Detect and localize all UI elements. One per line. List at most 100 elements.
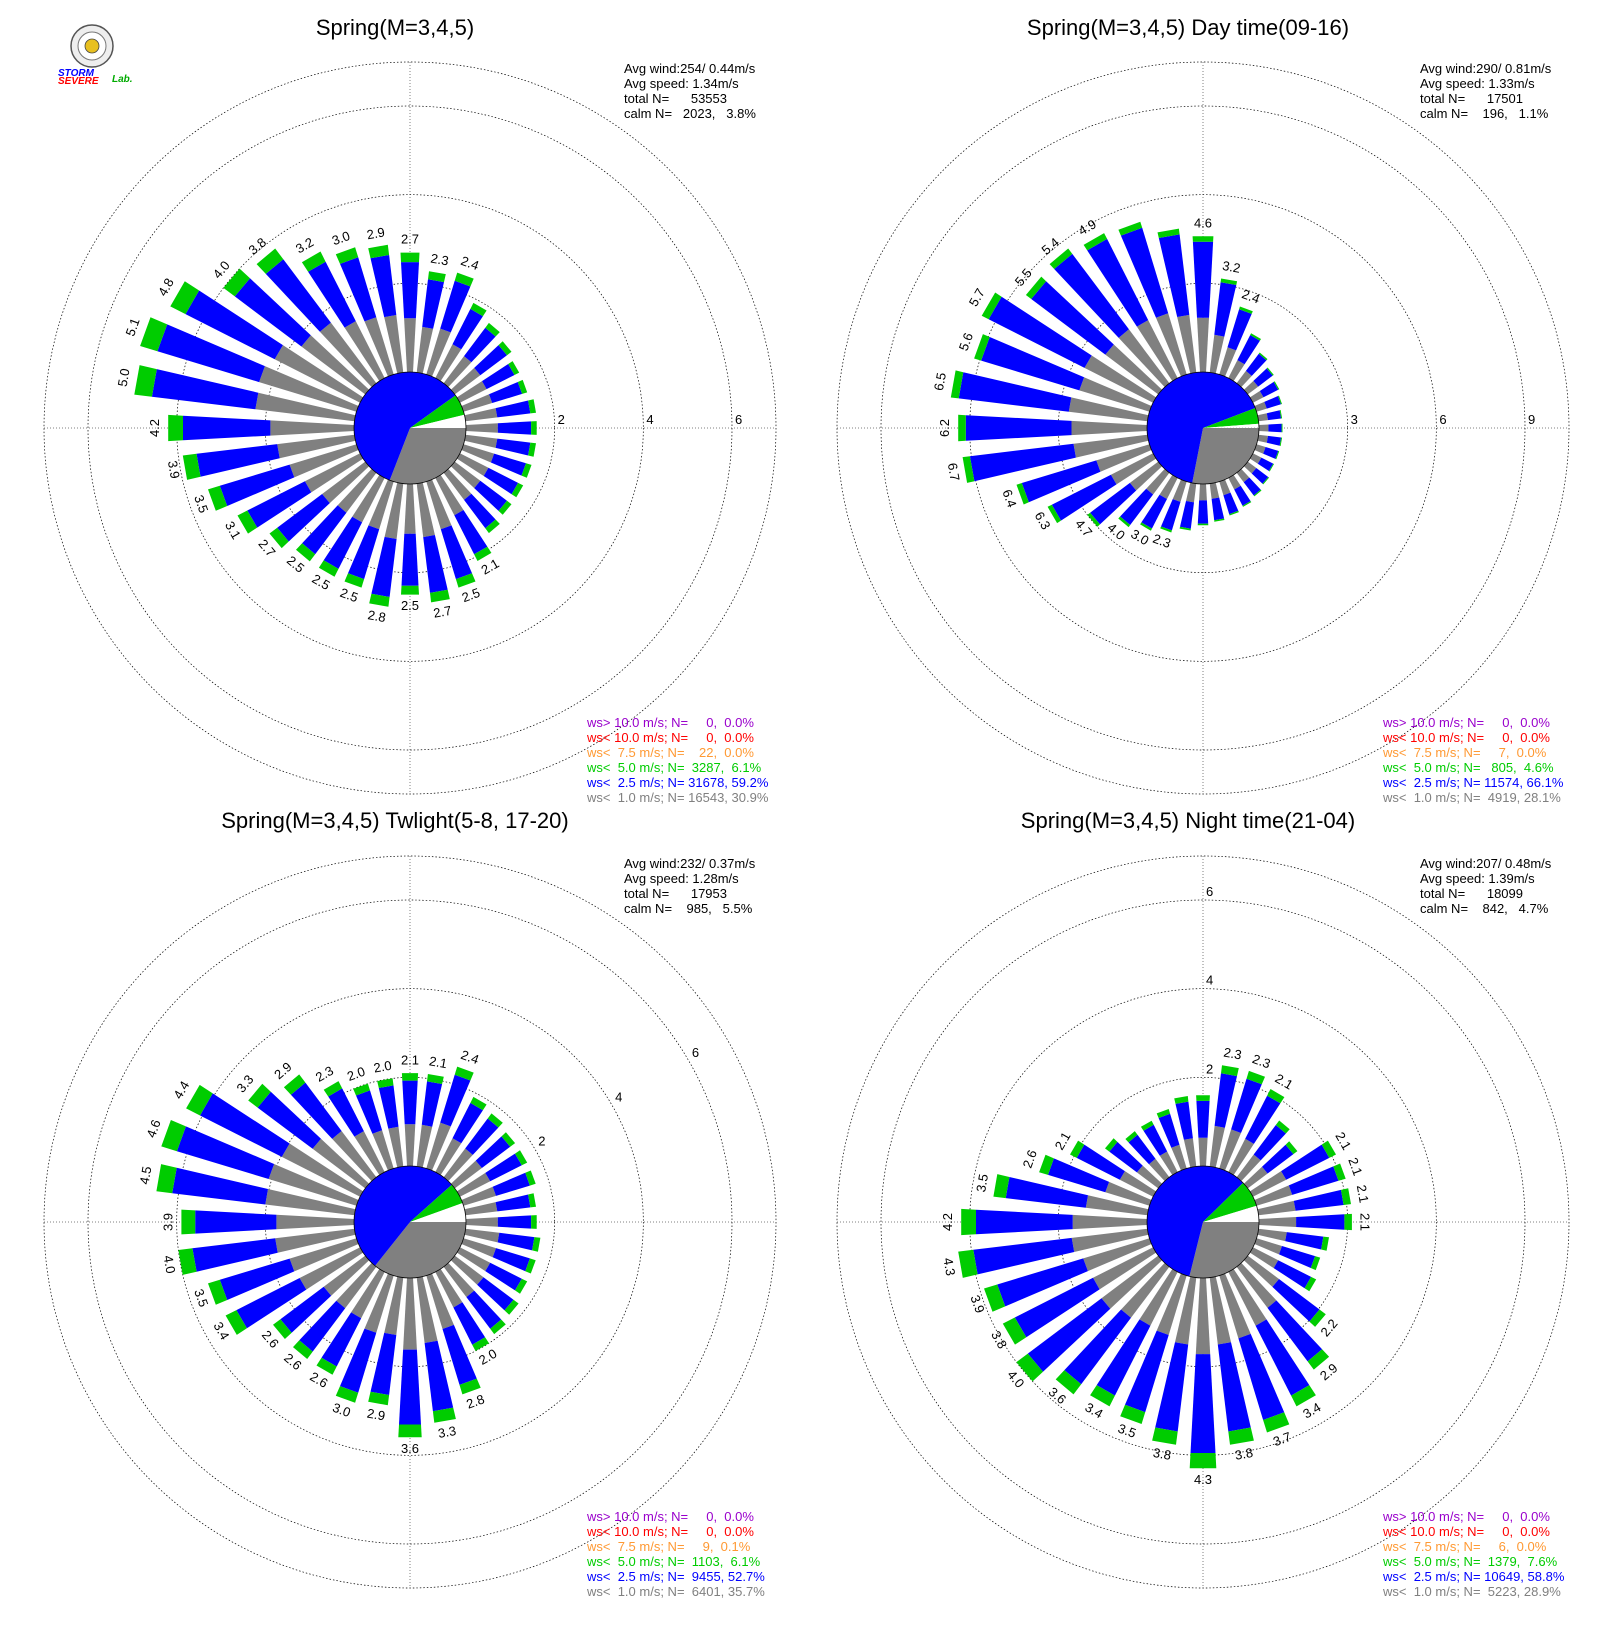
petal-270-ws_lt_5 bbox=[181, 1209, 196, 1235]
petal-label: 2.4 bbox=[1240, 286, 1262, 306]
petal-110-ws_lt_1 bbox=[1254, 1238, 1282, 1255]
petal-40-ws_lt_2_5 bbox=[464, 327, 496, 363]
petal-200-ws_lt_1 bbox=[1156, 1273, 1187, 1335]
petal-250-ws_lt_2_5 bbox=[1021, 460, 1101, 503]
petal-100-ws_lt_1 bbox=[1257, 434, 1268, 443]
petal-90-ws_lt_2_5 bbox=[497, 1215, 532, 1229]
petal-label: 4.8 bbox=[155, 275, 177, 298]
petal-200-ws_lt_5 bbox=[1120, 1404, 1146, 1424]
petal-100-ws_lt_5 bbox=[1279, 437, 1283, 447]
petal-label: 2.5 bbox=[310, 571, 333, 593]
petal-0-ws_lt_5 bbox=[401, 1073, 419, 1081]
petal-170-ws_lt_2_5 bbox=[423, 535, 448, 593]
ring-label: 2 bbox=[558, 412, 565, 427]
petal-label: 2.1 bbox=[401, 1052, 419, 1067]
logo-storm-text: STORM bbox=[58, 68, 95, 79]
petal-260-ws_lt_2_5 bbox=[969, 443, 1076, 482]
legend-entry-ws_gt_10: ws> 10.0 m/s; N= 0, 0.0% bbox=[586, 715, 754, 730]
petal-270-ws_lt_5 bbox=[958, 414, 966, 442]
petal-label: 5.4 bbox=[1039, 235, 1062, 258]
petal-70-ws_lt_1 bbox=[1254, 1185, 1293, 1206]
petal-150-ws_lt_1 bbox=[1228, 474, 1241, 490]
center-pie-slice-ws_lt_1 bbox=[1192, 428, 1259, 484]
legend-entry-ws_lt_2_5: ws< 2.5 m/s; N= 11574, 66.1% bbox=[1382, 775, 1564, 790]
stats-line: total N= 17501 bbox=[1420, 91, 1523, 106]
petal-20-ws_lt_1 bbox=[1219, 1129, 1241, 1171]
petal-70-ws_lt_2_5 bbox=[489, 382, 523, 403]
legend-entry-ws_lt_5: ws< 5.0 m/s; N= 805, 4.6% bbox=[1382, 760, 1554, 775]
petal-350-ws_lt_1 bbox=[1177, 314, 1197, 374]
petal-350-ws_lt_2_5 bbox=[370, 255, 397, 318]
petal-270-ws_lt_2_5 bbox=[965, 415, 1072, 441]
ring-label: 6 bbox=[692, 1045, 699, 1060]
petal-40-ws_lt_2_5 bbox=[1253, 1125, 1286, 1161]
petal-30-ws_lt_1 bbox=[435, 1138, 462, 1176]
petal-110-ws_lt_1 bbox=[461, 444, 495, 463]
petal-60-ws_lt_5 bbox=[515, 1150, 528, 1166]
petal-150-ws_lt_2_5 bbox=[453, 1302, 486, 1345]
stats-line: Avg speed: 1.28m/s bbox=[624, 871, 739, 886]
panel-title: Spring(M=3,4,5) Twlight(5-8, 17-20) bbox=[221, 808, 568, 833]
petal-290-ws_lt_5 bbox=[974, 334, 990, 361]
petal-40-ws_lt_1 bbox=[1236, 1154, 1261, 1182]
petal-label: 3.3 bbox=[437, 1423, 457, 1441]
legend-entry-ws_lt_10: ws< 10.0 m/s; N= 0, 0.0% bbox=[1382, 730, 1550, 745]
petal-190-ws_lt_1 bbox=[1186, 482, 1197, 503]
petal-180-ws_lt_2_5 bbox=[401, 533, 419, 586]
petal-40-ws_lt_5 bbox=[487, 1113, 503, 1128]
petal-140-ws_lt_1 bbox=[443, 1262, 475, 1298]
petal-110-ws_lt_2_5 bbox=[492, 1248, 530, 1272]
stats-line: calm N= 196, 1.1% bbox=[1420, 106, 1549, 121]
petal-10-ws_lt_2_5 bbox=[422, 279, 444, 329]
petal-160-ws_lt_1 bbox=[1219, 1273, 1251, 1339]
petal-350-ws_lt_2_5 bbox=[378, 1085, 399, 1129]
petal-70-ws_lt_1 bbox=[1254, 401, 1267, 412]
petal-80-ws_lt_2_5 bbox=[1293, 1189, 1344, 1211]
petal-150-ws_lt_1 bbox=[435, 1268, 463, 1308]
panel-title: Spring(M=3,4,5) bbox=[316, 15, 474, 40]
petal-210-ws_lt_2_5 bbox=[321, 1312, 362, 1367]
petal-220-ws_lt_2_5 bbox=[1064, 1309, 1131, 1385]
petal-70-ws_lt_5 bbox=[1333, 1163, 1346, 1181]
logo-severe-text: SEVERE bbox=[58, 76, 99, 87]
petal-20-ws_lt_5 bbox=[1246, 1070, 1265, 1085]
petal-240-ws_lt_1 bbox=[1093, 1247, 1157, 1290]
petal-190-ws_lt_1 bbox=[1175, 1276, 1197, 1345]
petal-70-ws_lt_2_5 bbox=[1264, 396, 1281, 409]
center-pie-slice-calm bbox=[1203, 423, 1259, 428]
petal-320-ws_lt_2_5 bbox=[290, 1082, 342, 1139]
legend-entry-ws_lt_1: ws< 1.0 m/s; N= 4919, 28.1% bbox=[1382, 790, 1561, 805]
petal-320-ws_lt_5 bbox=[1049, 248, 1073, 269]
petal-190-ws_lt_5 bbox=[1179, 526, 1191, 531]
petal-label: 2.1 bbox=[1358, 1213, 1373, 1231]
petal-230-ws_lt_5 bbox=[273, 1319, 292, 1339]
petal-100-ws_lt_1 bbox=[1257, 1228, 1287, 1242]
petal-310-ws_lt_1 bbox=[1136, 1165, 1163, 1189]
petal-50-ws_lt_5 bbox=[498, 341, 512, 356]
petal-280-ws_lt_5 bbox=[993, 1174, 1010, 1199]
severe-storm-lab-logo: SEVERE STORM Lab. bbox=[58, 24, 133, 87]
petal-350-ws_lt_5 bbox=[1174, 1096, 1189, 1104]
petal-240-ws_lt_5 bbox=[237, 510, 258, 534]
petal-210-ws_lt_1 bbox=[1159, 474, 1178, 499]
center-pie-slice-ws_lt_2_5 bbox=[353, 371, 456, 481]
petal-140-ws_lt_1 bbox=[443, 468, 472, 500]
petal-label: 2.3 bbox=[1151, 531, 1173, 551]
petal-label: 3.8 bbox=[1152, 1445, 1172, 1463]
petal-60-ws_lt_2_5 bbox=[1281, 1144, 1330, 1180]
petal-300-ws_lt_1 bbox=[1084, 355, 1157, 403]
petal-220-ws_lt_5 bbox=[1118, 516, 1131, 528]
petal-280-ws_lt_1 bbox=[1068, 397, 1149, 422]
petal-70-ws_lt_5 bbox=[1278, 395, 1282, 405]
petal-60-ws_lt_2_5 bbox=[482, 364, 515, 390]
petal-90-ws_lt_5 bbox=[1281, 423, 1283, 433]
petal-200-ws_lt_2_5 bbox=[1125, 1330, 1169, 1413]
petal-70-ws_lt_2_5 bbox=[1288, 1166, 1339, 1195]
petal-100-ws_lt_1 bbox=[464, 434, 498, 448]
petal-label: 3.5 bbox=[191, 493, 211, 515]
petal-label: 3.0 bbox=[331, 1400, 353, 1420]
petal-150-ws_lt_5 bbox=[1291, 1385, 1316, 1407]
petal-50-ws_lt_5 bbox=[1266, 367, 1274, 376]
petal-270-ws_lt_2_5 bbox=[183, 415, 271, 441]
